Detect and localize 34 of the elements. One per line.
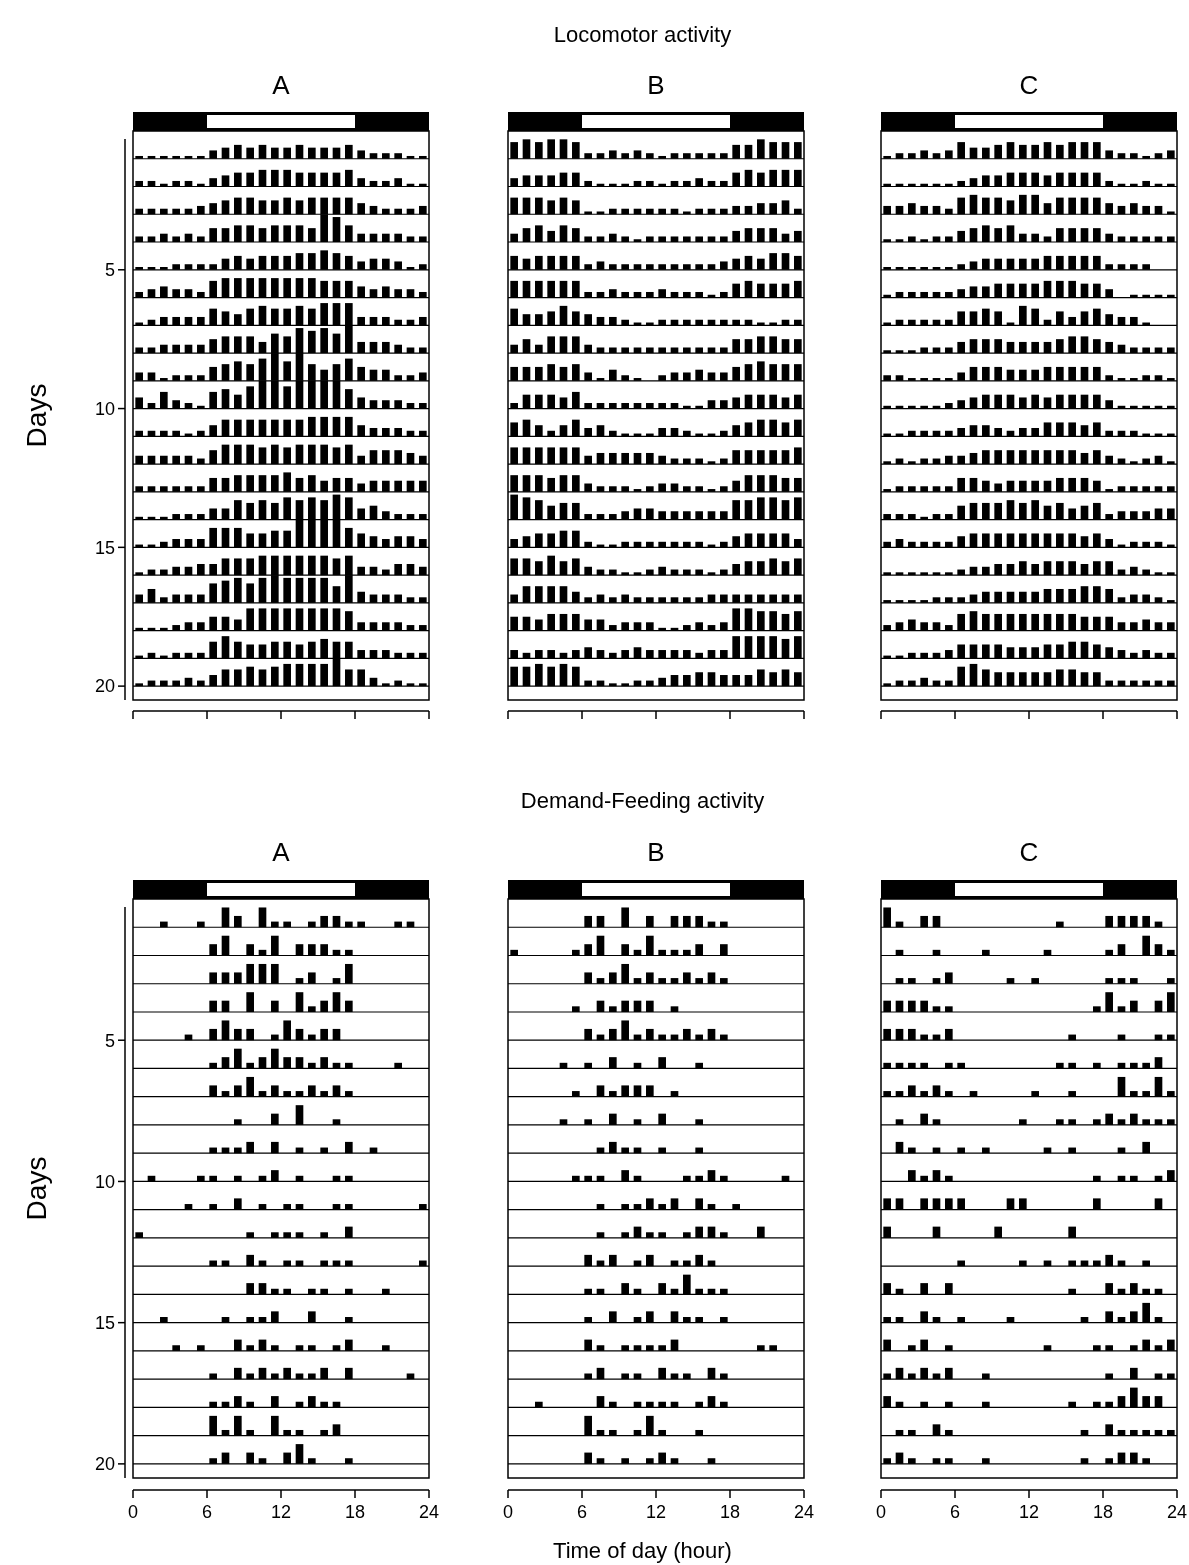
chart-title: C [1019, 837, 1039, 867]
y-tick-label: 5 [104, 260, 115, 281]
chart-title: B [647, 837, 665, 867]
x-tick-label: 6 [201, 1502, 213, 1522]
x-tick-label: 12 [270, 1502, 292, 1522]
y-tick-label: 15 [94, 537, 115, 558]
x-tick-label: 24 [1166, 1502, 1188, 1522]
x-tick-label: 18 [1092, 1502, 1114, 1522]
text: Demand-Feeding activity [520, 788, 765, 813]
x-tick-label: 12 [645, 1502, 667, 1522]
chart-title: B [647, 70, 665, 100]
y-tick-label: 10 [94, 1171, 115, 1192]
x-tick-label: 24 [418, 1502, 440, 1522]
y-tick-label: 20 [94, 676, 115, 697]
chart-title: A [272, 837, 291, 867]
x-axis-title: Time of day (hour) [553, 1538, 732, 1563]
x-tick-label: 0 [127, 1502, 139, 1522]
text: Locomotor activity [553, 22, 732, 47]
x-tick-label: 6 [576, 1502, 588, 1522]
x-tick-label: 12 [1018, 1502, 1040, 1522]
y-tick-label: 5 [104, 1030, 115, 1051]
y-tick-label: 15 [94, 1312, 115, 1333]
x-tick-label: 18 [344, 1502, 366, 1522]
y-tick-label: 20 [94, 1454, 115, 1475]
x-tick-label: 18 [719, 1502, 741, 1522]
chart-title: C [1019, 70, 1039, 100]
chart-title: A [272, 70, 291, 100]
x-tick-label: 0 [875, 1502, 887, 1522]
y-axis-title: Days [21, 383, 52, 448]
y-tick-label: 10 [94, 398, 115, 419]
y-axis-title: Days [21, 1156, 52, 1221]
x-tick-label: 0 [502, 1502, 514, 1522]
x-tick-label: 24 [793, 1502, 815, 1522]
x-tick-label: 6 [949, 1502, 961, 1522]
